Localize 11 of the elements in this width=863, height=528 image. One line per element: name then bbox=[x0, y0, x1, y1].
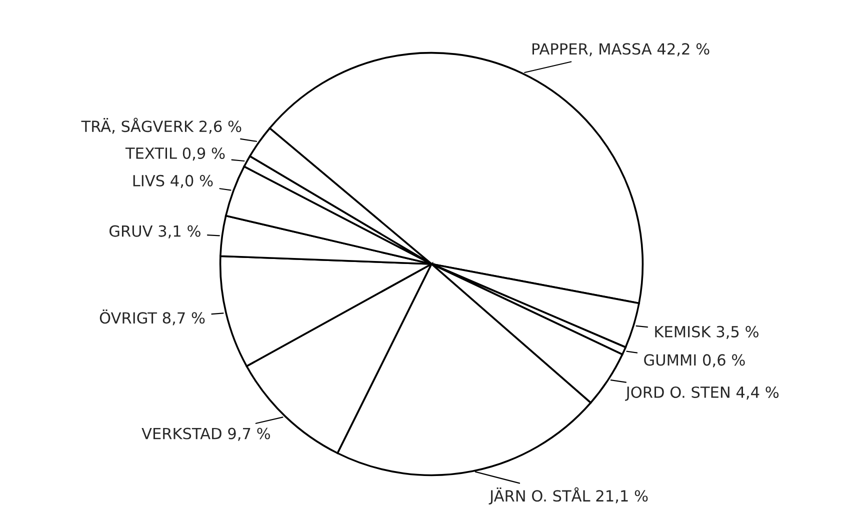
slice-label: PAPPER, MASSA 42,2 % bbox=[532, 43, 710, 56]
slice-label: LIVS 4,0 % bbox=[133, 174, 213, 188]
slice-label: JÄRN O. STÅL 21,1 % bbox=[488, 487, 648, 504]
slice-label: KEMISK 3,5 % bbox=[655, 326, 758, 340]
slice-label: GRUV 3,1 % bbox=[110, 225, 200, 238]
slice-label: GUMMI 0,6 % bbox=[644, 354, 745, 368]
slice-label: ÖVRIGT 8,7 % bbox=[100, 310, 205, 326]
slice-label: TRÄ, SÅGVERK 2,6 % bbox=[81, 118, 242, 134]
slice-label: JORD O. STEN 4,4 % bbox=[625, 386, 779, 401]
slice-label: TEXTIL 0,9 % bbox=[125, 147, 225, 161]
slice-label: VERKSTAD 9,7 % bbox=[142, 428, 270, 441]
